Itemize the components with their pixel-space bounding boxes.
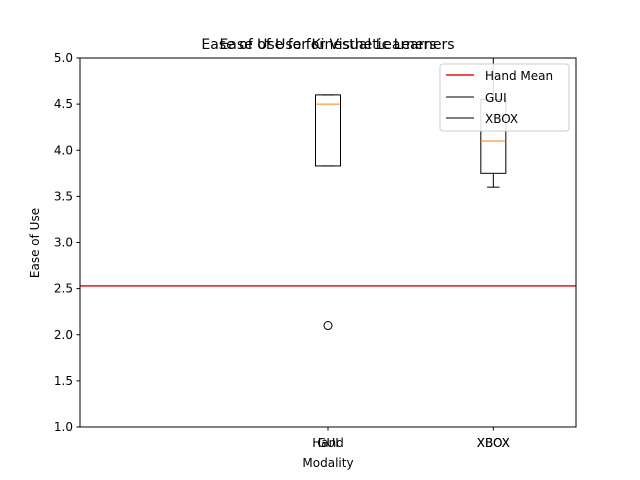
gui-box	[315, 94, 341, 167]
legend-label-xbox: XBOX	[485, 112, 518, 126]
x-tick-label-overlay: Hand	[312, 436, 344, 450]
legend-box	[439, 63, 570, 132]
y-tick-label: 1.5	[54, 374, 73, 388]
y-tick-label: 4.5	[54, 97, 73, 111]
y-tick-label: 2.0	[54, 328, 73, 342]
plot-frame	[79, 57, 577, 428]
legend-label-gui: GUI	[485, 91, 507, 105]
y-axis-label: Ease of Use	[28, 208, 42, 278]
y-tick-label: 5.0	[54, 51, 73, 65]
x-tick-label-overlay: XBOX	[477, 436, 510, 450]
x-axis-label: Modality	[302, 456, 353, 470]
x-tick-label: GUI	[317, 436, 339, 450]
y-tick-label: 1.0	[54, 420, 73, 434]
chart-title: Ease of Use for Kinesthetic Learners	[201, 37, 454, 53]
y-tick-label: 4.0	[54, 143, 73, 157]
gui-outlier-point	[323, 321, 333, 331]
chart-title-overlay: Ease of Use for Visual Learners	[219, 37, 436, 53]
x-tick-label: XBOX	[477, 436, 510, 450]
y-tick-label: 3.5	[54, 189, 73, 203]
y-tick-label: 2.5	[54, 282, 73, 296]
legend-label-hand-mean: Hand Mean	[485, 69, 553, 83]
y-tick-label: 3.0	[54, 236, 73, 250]
legend: Hand Mean GUI XBOX	[439, 63, 570, 132]
